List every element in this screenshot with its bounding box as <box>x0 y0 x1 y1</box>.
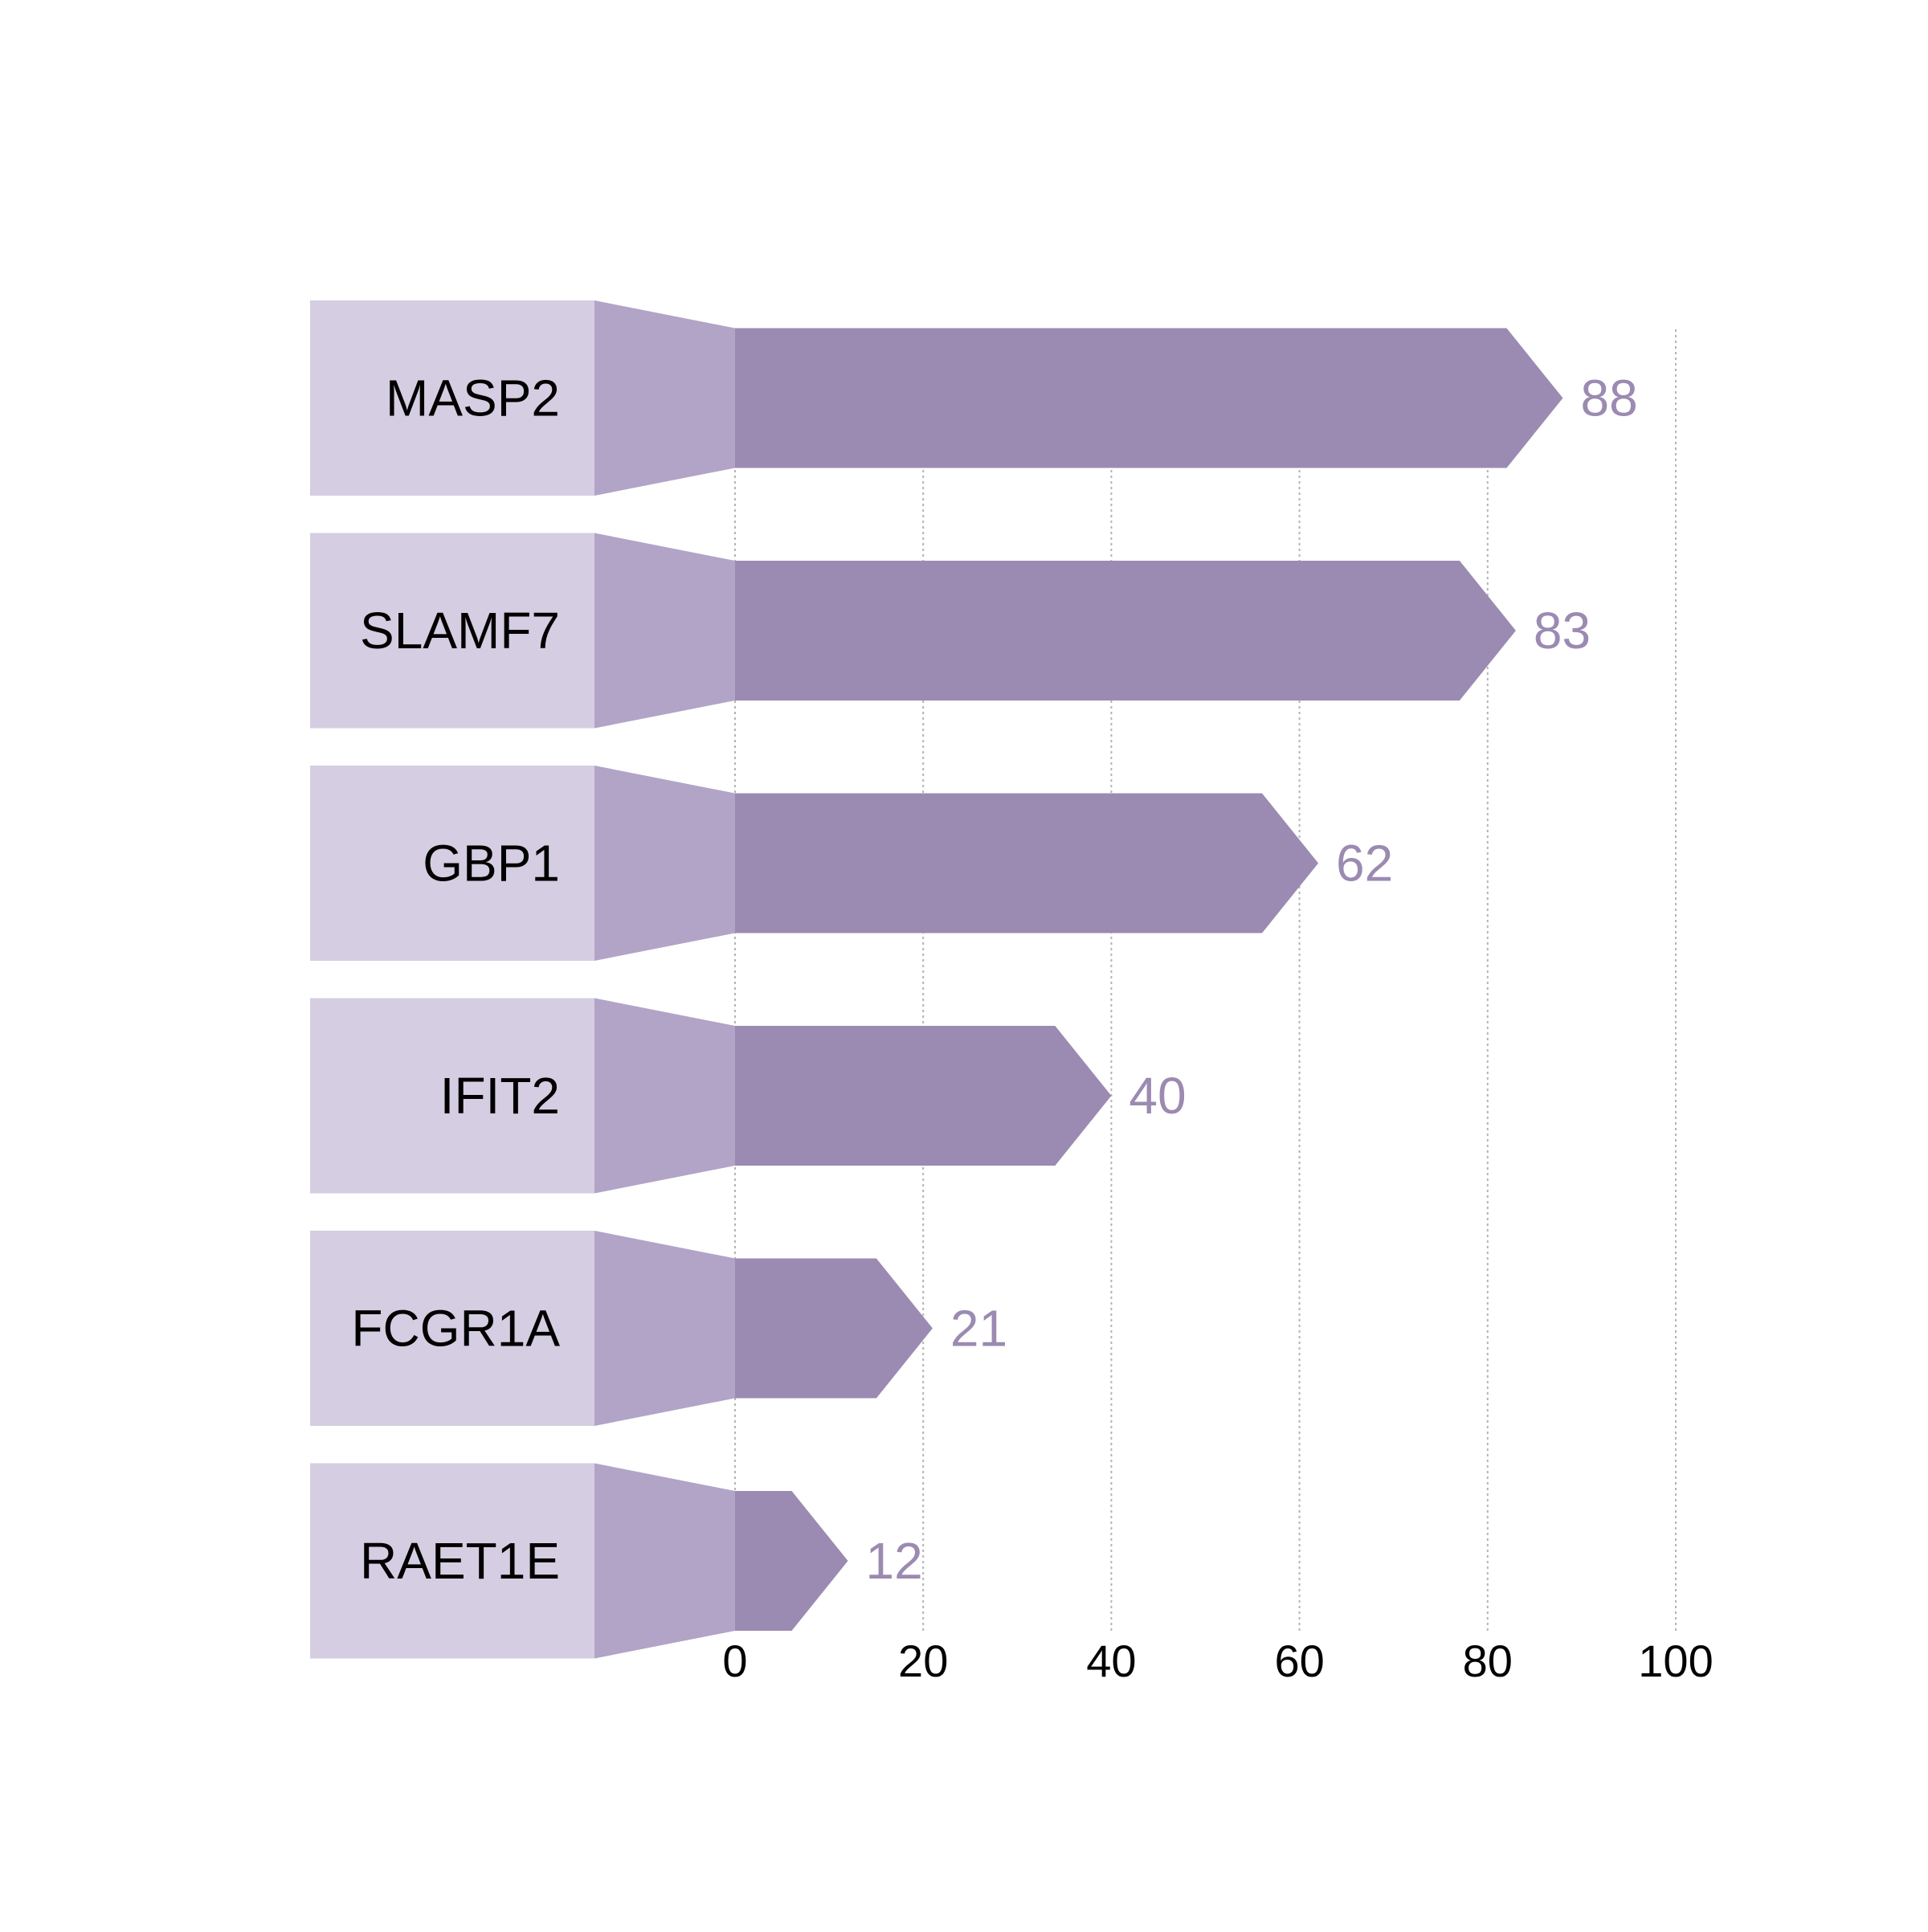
value-label: 62 <box>1336 835 1393 892</box>
x-tick-label: 40 <box>1086 1636 1136 1686</box>
category-label-box <box>310 1231 594 1426</box>
value-label: 88 <box>1580 370 1637 427</box>
value-label: 12 <box>866 1532 923 1590</box>
bar-connector <box>594 533 735 729</box>
bar <box>735 1258 933 1399</box>
x-tick-label: 20 <box>898 1636 948 1686</box>
bar-connector <box>594 300 735 496</box>
bar-row: FCGR1A 21 <box>310 1231 1007 1426</box>
bar <box>735 328 1563 468</box>
category-label-box <box>310 998 594 1194</box>
bar-connector <box>594 766 735 961</box>
bar <box>735 561 1516 701</box>
category-label: FCGR1A <box>351 1300 560 1358</box>
bar <box>735 793 1319 933</box>
grid-lines <box>734 329 1677 1631</box>
bar-connector <box>594 998 735 1194</box>
value-label: 83 <box>1534 602 1591 660</box>
x-tick-label: 0 <box>722 1636 747 1686</box>
category-label: GBP1 <box>423 835 560 892</box>
bar-row: IFIT2 40 <box>310 998 1187 1194</box>
value-label: 21 <box>950 1300 1007 1358</box>
category-label: IFIT2 <box>440 1067 560 1125</box>
category-label: SLAMF7 <box>360 602 560 660</box>
x-axis-ticks: 0 20 40 60 80 100 <box>722 1636 1713 1686</box>
x-tick-label: 60 <box>1274 1636 1324 1686</box>
bar-rows: MASP2 88 SLAMF7 83 GBP1 62 IFIT2 40 FCGR1A 21 RAET… <box>310 300 1638 1659</box>
bar <box>735 1491 848 1631</box>
x-tick-label: 100 <box>1638 1636 1713 1686</box>
bar <box>735 1026 1112 1166</box>
bar-row: RAET1E 12 <box>310 1463 923 1659</box>
x-tick-label: 80 <box>1463 1636 1513 1686</box>
category-label: RAET1E <box>360 1532 560 1590</box>
category-label-box <box>310 1463 594 1659</box>
bar-row: MASP2 88 <box>310 300 1638 496</box>
bar-row: GBP1 62 <box>310 766 1393 961</box>
category-label-box <box>310 300 594 496</box>
bar-connector <box>594 1463 735 1659</box>
value-label: 40 <box>1129 1067 1186 1125</box>
category-label: MASP2 <box>386 370 560 427</box>
category-label-box <box>310 533 594 729</box>
category-label-box <box>310 766 594 961</box>
bar-row: SLAMF7 83 <box>310 533 1591 729</box>
bar-connector <box>594 1231 735 1426</box>
